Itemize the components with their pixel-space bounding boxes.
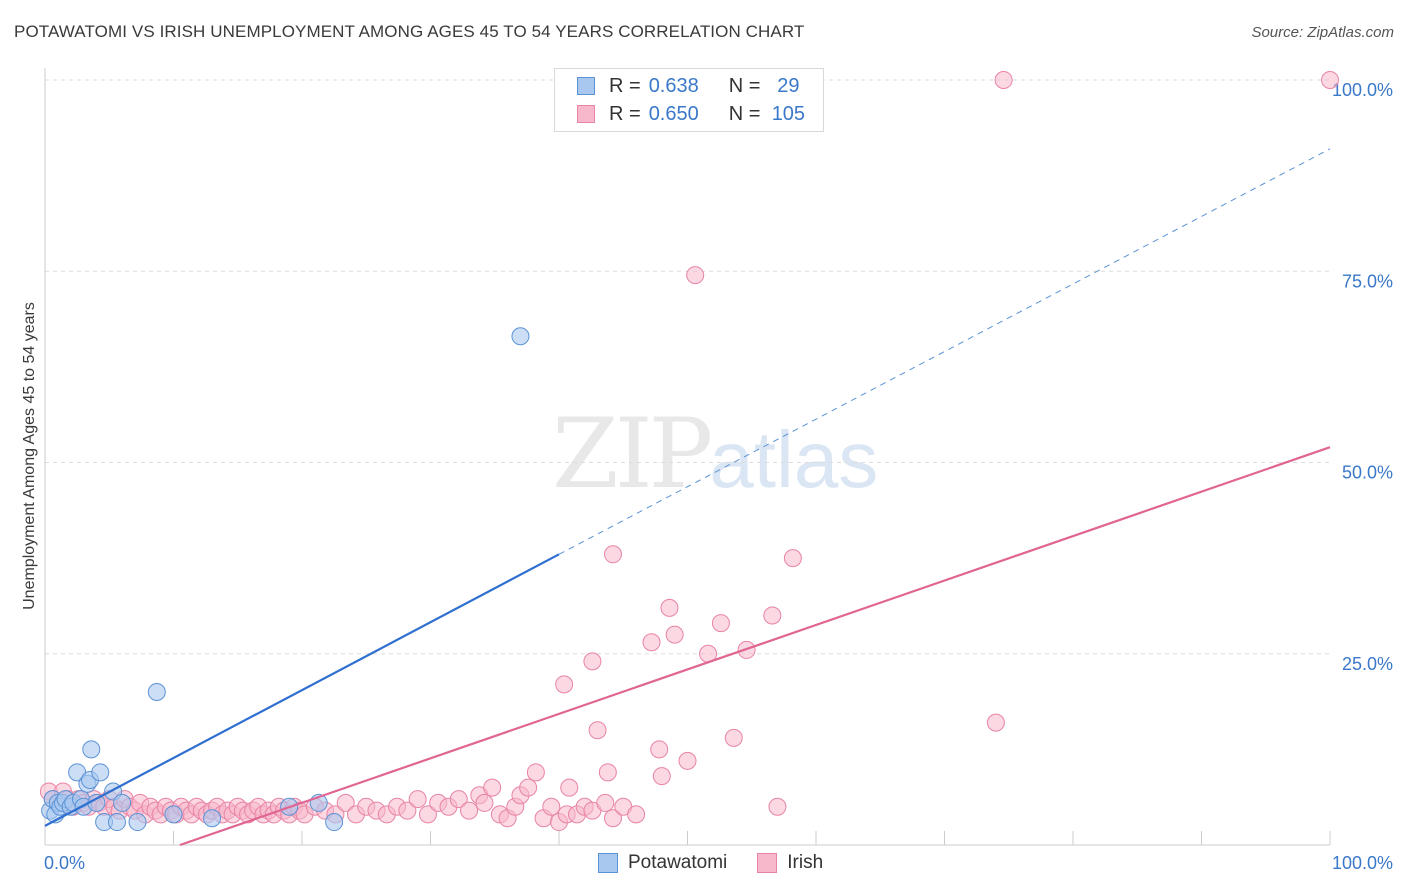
irish-point (336, 793, 355, 812)
r-label: R = (609, 102, 641, 125)
irish-point (449, 790, 468, 809)
potawatomi-point (147, 683, 166, 701)
correlation-legend: R = 0.638 N = 29 R = 0.650 N = 105 (554, 68, 824, 132)
irish-point (519, 778, 538, 797)
chart-source: Source: ZipAtlas.com (1251, 24, 1394, 41)
chart-title: POTAWATOMI VS IRISH UNEMPLOYMENT AMONG A… (14, 22, 805, 41)
potawatomi-point (107, 813, 126, 832)
irish-point (678, 751, 697, 770)
potawatomi-point (325, 813, 344, 832)
n-value: 29 (777, 74, 800, 97)
legend-item-irish: Irish (757, 852, 823, 874)
irish-point (596, 793, 615, 812)
irish-point (598, 763, 617, 782)
legend-label: Potawatomi (628, 852, 728, 873)
irish-point (560, 778, 579, 797)
irish-point (1321, 71, 1339, 89)
irish-point (460, 801, 479, 820)
potawatomi-trendline-extension (558, 148, 1331, 555)
irish-point (994, 71, 1013, 89)
irish-point (724, 728, 743, 747)
legend-item-potawatomi: Potawatomi (598, 852, 727, 874)
irish-swatch (757, 853, 778, 873)
y-tick-label: 75.0% (1342, 271, 1393, 291)
irish-point (711, 614, 730, 633)
n-label: N = (728, 74, 761, 97)
irish-point (627, 805, 646, 824)
potawatomi-point (91, 763, 110, 782)
watermark-atlas: atlas (709, 415, 879, 504)
irish-point (660, 598, 679, 617)
r-label: R = (609, 74, 641, 97)
irish-point (603, 809, 622, 828)
legend-row-potawatomi: R = 0.638 N = 29 (577, 72, 808, 100)
irish-point (763, 606, 782, 625)
y-tick-label: 25.0% (1342, 654, 1393, 674)
series-legend: Potawatomi Irish (598, 852, 853, 874)
y-tick-label: 100.0% (1332, 80, 1393, 100)
n-label: N = (728, 102, 761, 125)
irish-point (583, 652, 602, 671)
potawatomi-swatch (598, 853, 618, 873)
y-tick-label: 50.0% (1342, 463, 1393, 483)
irish-point (526, 763, 545, 782)
legend-row-irish: R = 0.650 N = 105 (577, 100, 808, 128)
watermark: ZIPatlas (552, 398, 878, 510)
potawatomi-point (164, 805, 183, 824)
irish-point (686, 266, 705, 285)
irish-point (986, 713, 1005, 732)
irish-point (783, 549, 802, 568)
potawatomi-point (113, 793, 132, 812)
potawatomi-point (128, 813, 147, 832)
irish-point (542, 797, 561, 816)
n-value: 105 (771, 102, 806, 125)
irish-point (483, 778, 502, 797)
irish-trendline (179, 446, 1331, 847)
irish-point (398, 801, 417, 820)
x-tick-label: 0.0% (44, 853, 85, 873)
irish-point (603, 545, 622, 564)
legend-label: Irish (787, 852, 824, 873)
watermark-zip: ZIP (552, 398, 713, 510)
irish-point (665, 625, 684, 644)
potawatomi-point (203, 809, 222, 828)
irish-point (408, 790, 427, 809)
irish-point (418, 805, 437, 824)
potawatomi-trendline (44, 553, 560, 827)
irish-point (642, 633, 661, 652)
r-value: 0.638 (648, 74, 699, 97)
irish-point (588, 721, 607, 740)
irish-swatch (577, 105, 595, 123)
irish-point (652, 767, 671, 786)
potawatomi-point (511, 327, 530, 346)
irish-point (475, 793, 494, 812)
r-value: 0.650 (648, 102, 699, 125)
potawatomi-point (82, 740, 101, 759)
x-tick-label: 100.0% (1332, 853, 1393, 873)
irish-point (555, 675, 574, 694)
irish-point (768, 797, 787, 816)
potawatomi-swatch (577, 77, 595, 95)
irish-point (650, 740, 669, 759)
